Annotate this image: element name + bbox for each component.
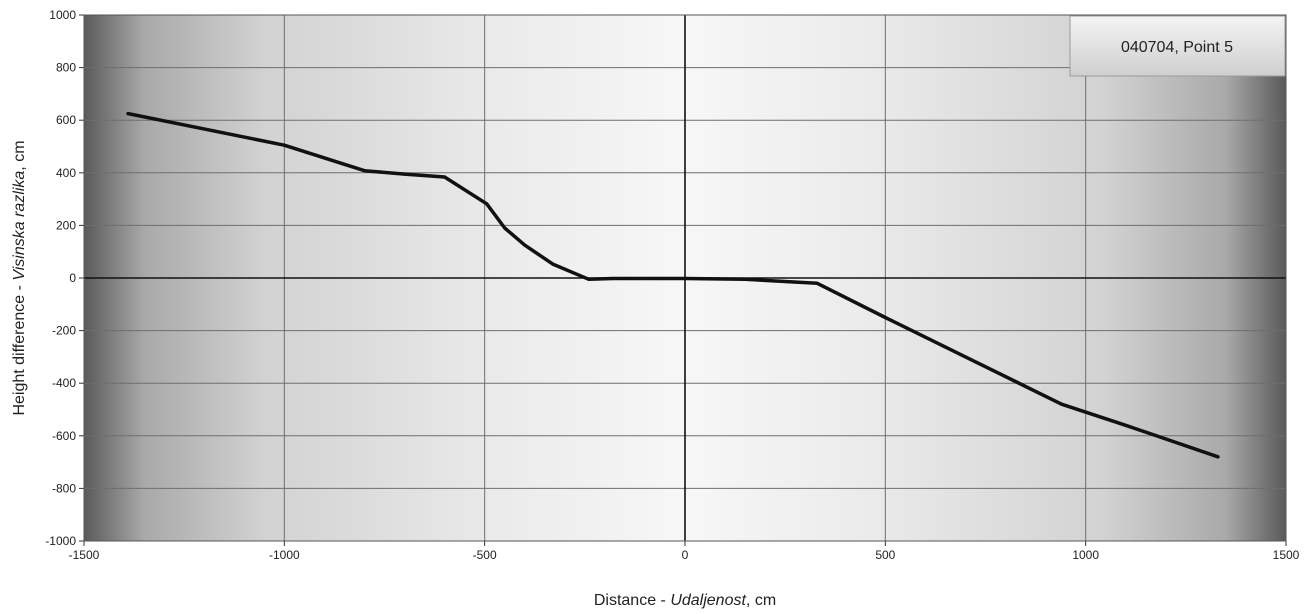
y-tick-label: -600: [52, 429, 76, 443]
y-tick-label: 1000: [49, 8, 76, 22]
data-point: [126, 112, 130, 116]
data-point: [815, 281, 819, 285]
y-tick-label: 0: [69, 271, 76, 285]
data-point: [743, 277, 747, 281]
data-point: [1216, 455, 1220, 459]
data-point: [503, 226, 507, 230]
plot-frame: [83, 14, 1287, 542]
x-tick-label: -500: [473, 548, 497, 562]
data-point: [282, 143, 286, 147]
series-layer: [126, 111, 1220, 459]
y-axis-title: Height difference - Visinska razlika, cm: [11, 140, 28, 415]
y-tick-label: -1000: [45, 534, 76, 548]
x-tick-label: 0: [682, 548, 689, 562]
data-point: [587, 277, 591, 281]
x-tick-label: 1000: [1072, 548, 1099, 562]
data-point: [964, 355, 967, 359]
x-axis-title: Distance - Udaljenost, cm: [594, 592, 776, 609]
data-point: [363, 169, 366, 173]
legend-label: 040704, Point 5: [1121, 39, 1233, 56]
legend-box: [1069, 15, 1286, 77]
y-tick-label: 400: [56, 166, 76, 180]
y-tick-label: -800: [52, 481, 76, 495]
data-point: [443, 175, 447, 179]
data-point: [485, 202, 489, 206]
y-tick-label: -200: [52, 324, 76, 338]
y-tick-label: 600: [56, 113, 76, 127]
x-tick-label: -1500: [69, 548, 100, 562]
data-point: [611, 277, 615, 280]
x-tick-labels: -1500 -1000 -500 0 500 1000 1500: [69, 548, 1300, 562]
data-point: [883, 316, 887, 319]
data-point: [523, 243, 527, 247]
y-tick-label: 200: [56, 218, 76, 232]
x-tick-label: -1000: [269, 548, 300, 562]
y-tick-label: -400: [52, 376, 76, 390]
y-tick-labels: 1000 800 600 400 200 0 -200 -400 -600 -800 -1000: [45, 8, 76, 548]
x-tick-label: 1500: [1273, 548, 1300, 562]
data-point: [551, 262, 555, 266]
data-point: [1124, 423, 1128, 427]
y-tick-label: 800: [56, 61, 76, 75]
legend: 040704, Point 5: [1069, 15, 1286, 77]
x-tick-label: 500: [875, 548, 895, 562]
data-point: [683, 277, 687, 280]
data-point: [1060, 402, 1064, 406]
data-point: [403, 172, 406, 176]
